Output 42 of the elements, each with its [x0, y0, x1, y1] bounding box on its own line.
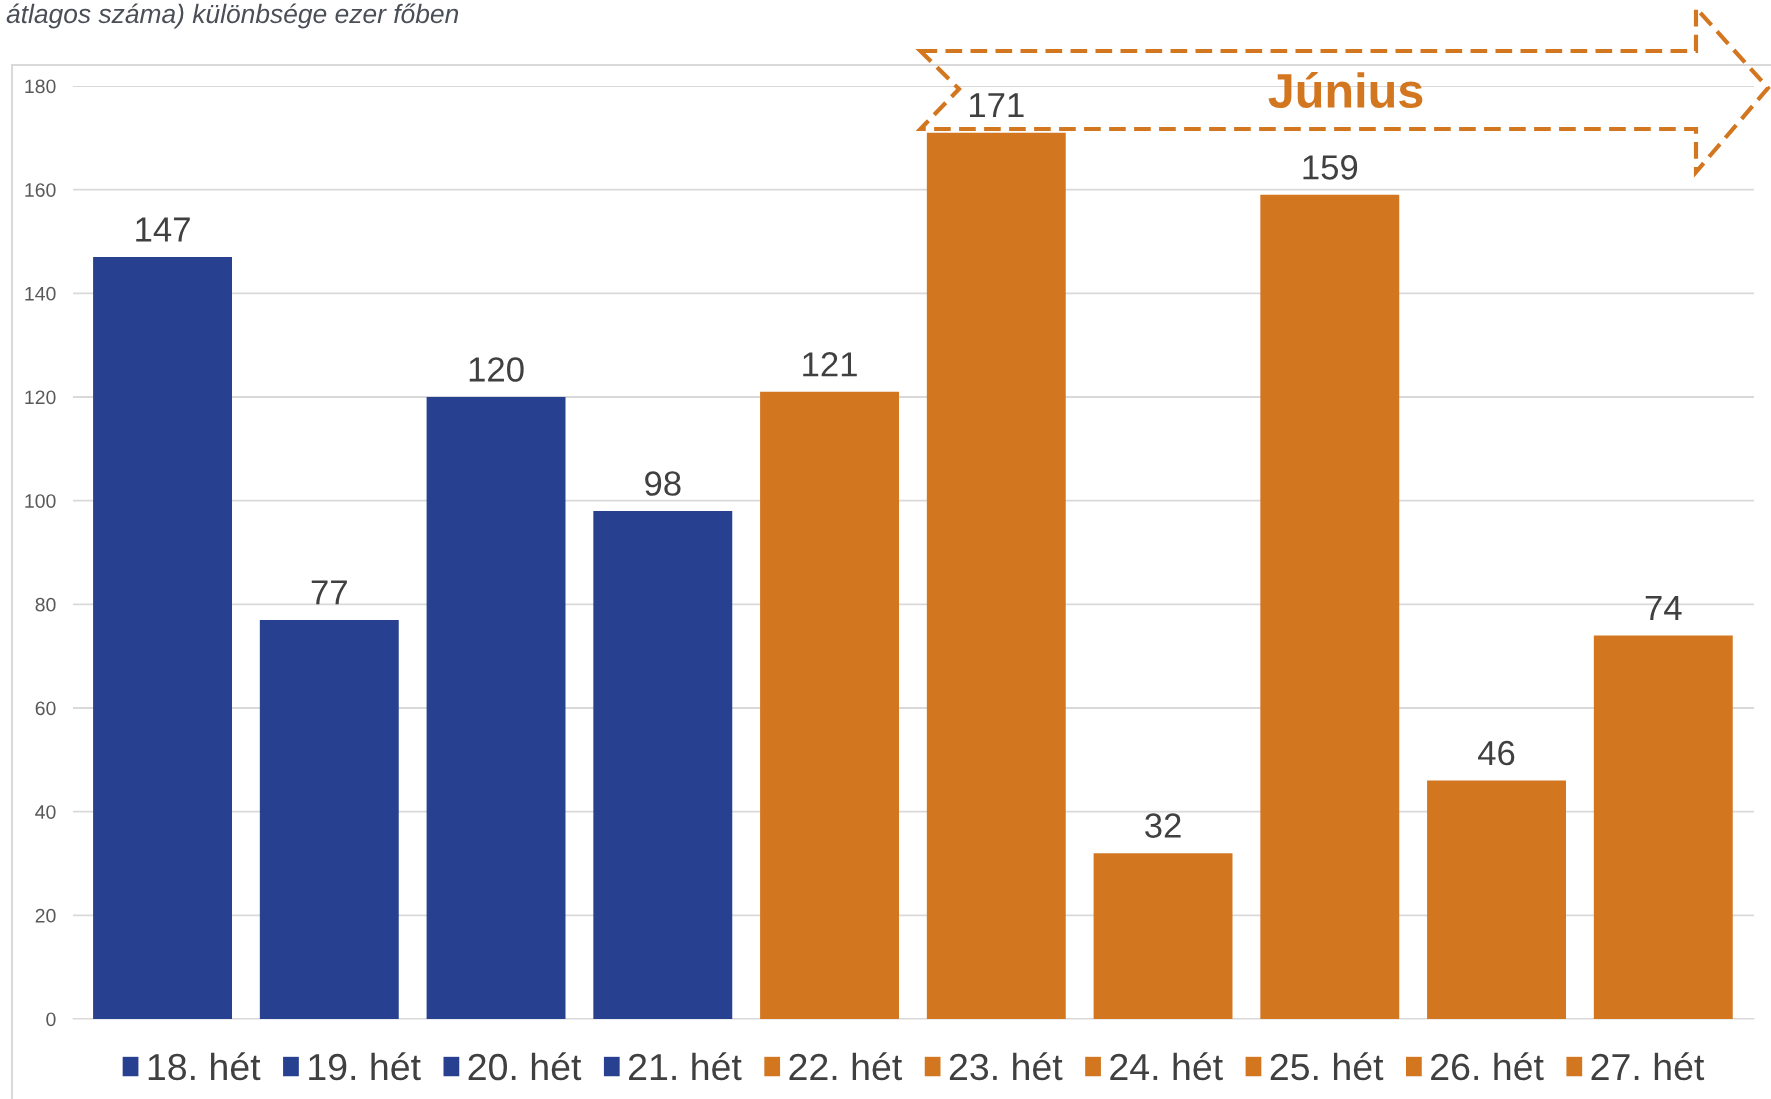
data-label: 77 [311, 580, 347, 605]
legend-label: 25. hét [1270, 1052, 1384, 1081]
data-label: 120 [469, 357, 524, 382]
legend-label: 19. hét [309, 1052, 421, 1081]
data-label: 147 [136, 217, 190, 242]
data-label: 171 [969, 93, 1024, 118]
y-tick-label: 80 [35, 597, 56, 612]
legend-label: 24. hét [1110, 1052, 1223, 1081]
data-label: 121 [803, 352, 857, 377]
y-tick-label: 20 [35, 908, 56, 923]
bar [93, 257, 232, 1019]
y-tick-label: 0 [46, 1012, 56, 1027]
bar [593, 511, 733, 1019]
bar [1593, 635, 1733, 1019]
legend-label: 27. hét [1591, 1052, 1705, 1081]
data-label: 74 [1645, 596, 1682, 620]
y-tick-label: 160 [25, 183, 56, 197]
data-label: 46 [1478, 740, 1515, 766]
legend-label: 18. hét [148, 1052, 261, 1081]
bar [1260, 194, 1400, 1019]
data-label: 159 [1303, 155, 1358, 180]
bar [259, 619, 399, 1019]
legend-label: 22. hét [789, 1052, 902, 1081]
y-tick-label: 60 [35, 701, 56, 716]
y-tick-label: 40 [35, 805, 56, 819]
bar [760, 391, 899, 1019]
legend-label: 26. hét [1431, 1052, 1544, 1081]
legend-label: 23. hét [949, 1052, 1063, 1081]
bar [426, 397, 566, 1019]
annotation: Június [1268, 71, 1423, 109]
legend-label: 21. hét [629, 1052, 742, 1081]
y-tick-label: 140 [25, 286, 56, 301]
chart-title: átlagos száma) különbsége ezer főben [6, 3, 459, 29]
y-tick-label: 100 [25, 494, 56, 508]
data-label: 32 [1145, 813, 1181, 838]
bar [1093, 853, 1233, 1019]
data-label: 98 [645, 471, 681, 496]
bar [926, 132, 1066, 1019]
legend-label: 20. hét [468, 1052, 582, 1081]
bar [1427, 780, 1566, 1019]
y-tick-label: 180 [25, 79, 56, 94]
y-tick-label: 120 [25, 390, 56, 405]
